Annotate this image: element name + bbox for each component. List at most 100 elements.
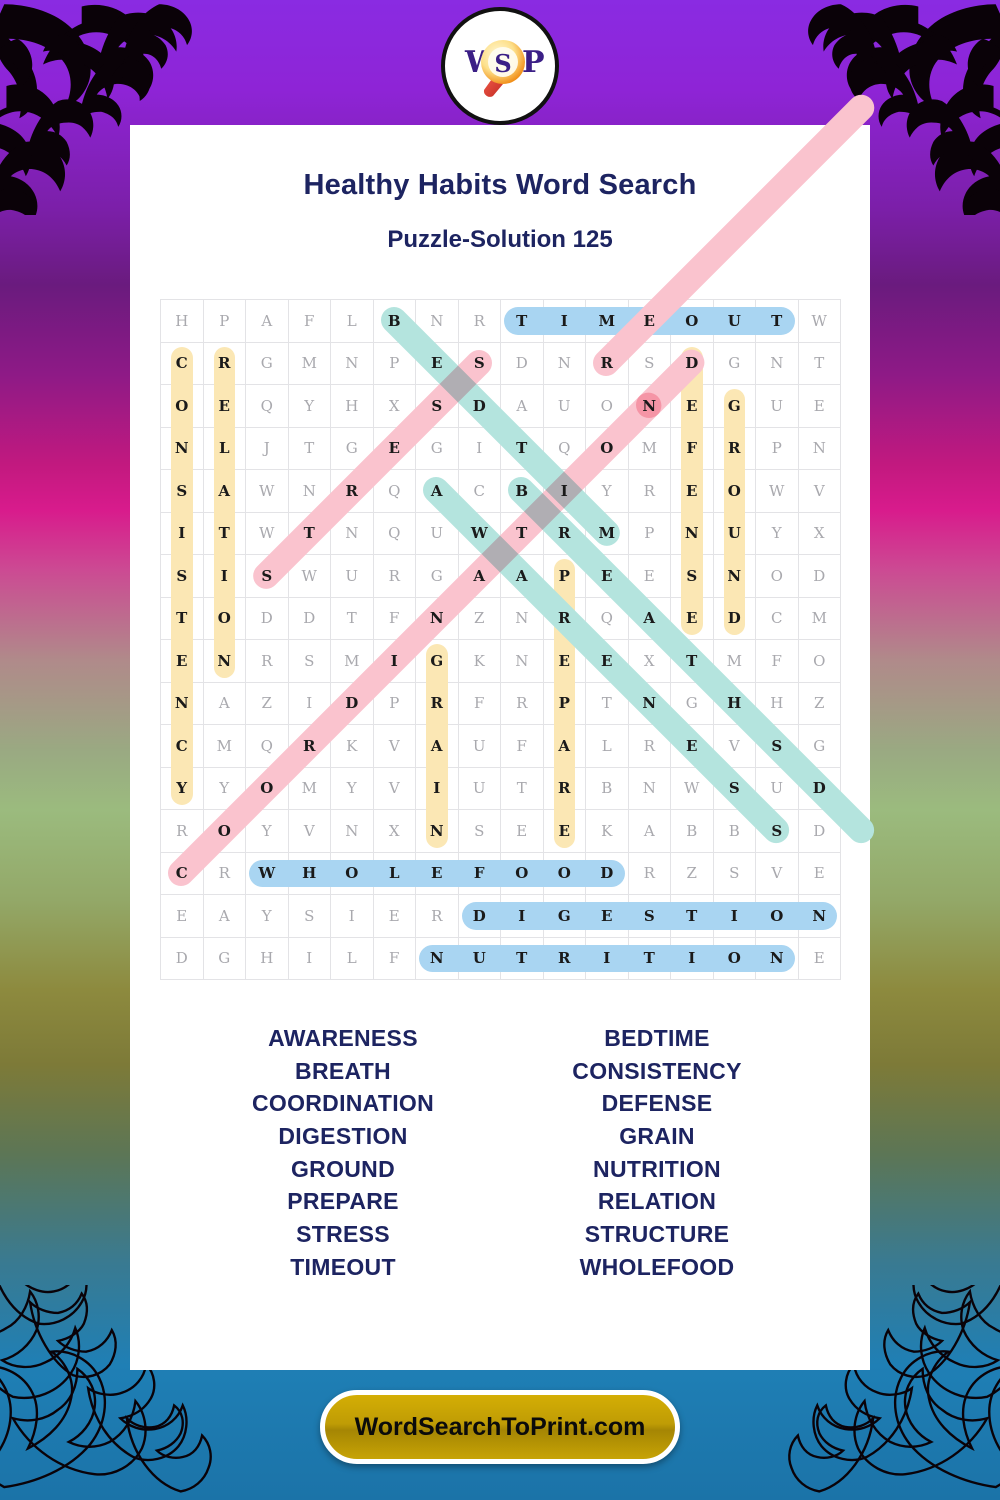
grid-cell[interactable]: M: [585, 299, 629, 343]
grid-cell[interactable]: S: [712, 851, 756, 895]
grid-cell[interactable]: Y: [160, 766, 204, 810]
grid-cell[interactable]: M: [202, 724, 246, 768]
grid-cell[interactable]: R: [627, 469, 671, 513]
grid-cell[interactable]: N: [755, 936, 799, 980]
grid-cell[interactable]: V: [755, 851, 799, 895]
word-list-item[interactable]: BEDTIME: [604, 1025, 710, 1051]
grid-cell[interactable]: R: [202, 851, 246, 895]
grid-cell[interactable]: S: [457, 809, 501, 853]
grid-cell[interactable]: N: [415, 809, 459, 853]
grid-cell[interactable]: S: [670, 554, 714, 598]
grid-cell[interactable]: T: [500, 426, 544, 470]
grid-cell[interactable]: S: [755, 809, 799, 853]
grid-cell[interactable]: T: [627, 936, 671, 980]
grid-cell[interactable]: Y: [330, 766, 374, 810]
grid-cell[interactable]: F: [287, 299, 331, 343]
grid-cell[interactable]: R: [202, 341, 246, 385]
grid-cell[interactable]: X: [372, 384, 416, 428]
grid-cell[interactable]: Y: [755, 511, 799, 555]
grid-cell[interactable]: C: [160, 851, 204, 895]
grid-cell[interactable]: E: [627, 554, 671, 598]
word-list-item[interactable]: STRESS: [296, 1220, 390, 1247]
word-list-item[interactable]: GRAIN: [619, 1122, 695, 1149]
grid-cell[interactable]: E: [797, 384, 841, 428]
grid-cell[interactable]: Q: [542, 426, 586, 470]
grid-cell[interactable]: Q: [372, 511, 416, 555]
grid-cell[interactable]: I: [415, 766, 459, 810]
grid-cell[interactable]: A: [415, 469, 459, 513]
grid-cell[interactable]: R: [542, 596, 586, 640]
grid-cell[interactable]: X: [627, 639, 671, 683]
grid-cell[interactable]: A: [627, 809, 671, 853]
grid-cell[interactable]: R: [542, 936, 586, 980]
grid-cell[interactable]: P: [755, 426, 799, 470]
grid-cell[interactable]: N: [330, 341, 374, 385]
grid-cell[interactable]: V: [372, 724, 416, 768]
grid-cell[interactable]: Y: [287, 384, 331, 428]
grid-cell[interactable]: B: [712, 809, 756, 853]
word-list-item[interactable]: DEFENSE: [601, 1090, 713, 1117]
grid-cell[interactable]: M: [585, 511, 629, 555]
grid-cell[interactable]: E: [372, 894, 416, 938]
grid-cell[interactable]: F: [755, 639, 799, 683]
grid-cell[interactable]: L: [330, 299, 374, 343]
grid-cell[interactable]: W: [245, 469, 289, 513]
grid-cell[interactable]: N: [797, 894, 841, 938]
grid-cell[interactable]: V: [287, 809, 331, 853]
grid-cell[interactable]: S: [415, 384, 459, 428]
grid-cell[interactable]: A: [202, 681, 246, 725]
grid-cell[interactable]: N: [330, 511, 374, 555]
grid-cell[interactable]: T: [287, 511, 331, 555]
grid-cell[interactable]: N: [160, 681, 204, 725]
grid-cell[interactable]: W: [670, 766, 714, 810]
grid-cell[interactable]: G: [330, 426, 374, 470]
grid-cell[interactable]: R: [372, 554, 416, 598]
grid-cell[interactable]: K: [585, 809, 629, 853]
grid-cell[interactable]: O: [330, 851, 374, 895]
grid-cell[interactable]: M: [712, 639, 756, 683]
grid-cell[interactable]: E: [542, 639, 586, 683]
grid-cell[interactable]: T: [160, 596, 204, 640]
grid-cell[interactable]: D: [585, 851, 629, 895]
grid-cell[interactable]: Y: [245, 809, 289, 853]
grid-cell[interactable]: U: [457, 766, 501, 810]
grid-cell[interactable]: U: [457, 724, 501, 768]
grid-cell[interactable]: D: [797, 809, 841, 853]
grid-cell[interactable]: E: [160, 894, 204, 938]
grid-cell[interactable]: A: [500, 384, 544, 428]
grid-cell[interactable]: P: [542, 681, 586, 725]
grid-cell[interactable]: D: [797, 766, 841, 810]
word-list-item[interactable]: NUTRITION: [593, 1155, 721, 1182]
grid-cell[interactable]: G: [415, 554, 459, 598]
grid-cell[interactable]: I: [542, 299, 586, 343]
grid-cell[interactable]: U: [330, 554, 374, 598]
grid-cell[interactable]: R: [415, 894, 459, 938]
grid-cell[interactable]: P: [542, 554, 586, 598]
grid-cell[interactable]: R: [627, 724, 671, 768]
grid-cell[interactable]: I: [202, 554, 246, 598]
grid-cell[interactable]: R: [160, 809, 204, 853]
word-list-item[interactable]: PREPARE: [287, 1188, 399, 1215]
grid-cell[interactable]: N: [415, 596, 459, 640]
grid-cell[interactable]: X: [372, 809, 416, 853]
grid-cell[interactable]: F: [457, 851, 501, 895]
grid-cell[interactable]: E: [670, 724, 714, 768]
grid-cell[interactable]: R: [287, 724, 331, 768]
grid-cell[interactable]: A: [202, 469, 246, 513]
grid-cell[interactable]: N: [160, 426, 204, 470]
grid-cell[interactable]: Y: [585, 469, 629, 513]
grid-cell[interactable]: M: [797, 596, 841, 640]
grid-cell[interactable]: I: [500, 894, 544, 938]
grid-cell[interactable]: G: [712, 384, 756, 428]
grid-cell[interactable]: O: [202, 596, 246, 640]
grid-cell[interactable]: H: [245, 936, 289, 980]
grid-cell[interactable]: E: [415, 341, 459, 385]
grid-cell[interactable]: B: [670, 809, 714, 853]
word-list-item[interactable]: CONSISTENCY: [572, 1057, 742, 1084]
grid-cell[interactable]: Q: [245, 384, 289, 428]
grid-cell[interactable]: X: [797, 511, 841, 555]
word-list-item[interactable]: RELATION: [597, 1188, 717, 1215]
grid-cell[interactable]: F: [670, 426, 714, 470]
grid-cell[interactable]: R: [415, 681, 459, 725]
grid-cell[interactable]: R: [542, 766, 586, 810]
